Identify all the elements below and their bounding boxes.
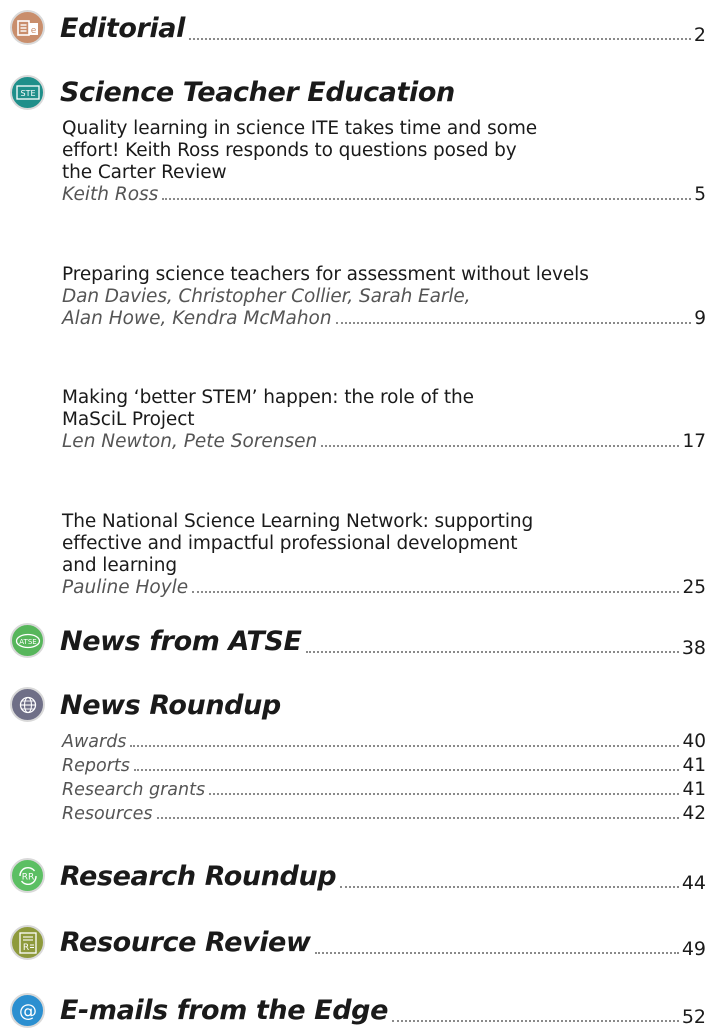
article-title-line: effective and impactful professional dev… [62, 533, 518, 554]
article-author: Len Newton, Pete Sorensen [62, 431, 318, 452]
research-roundup-icon: RR [10, 858, 45, 893]
section-title-editorial: Editorial [60, 13, 185, 44]
article-author: Keith Ross [62, 184, 159, 205]
news-item-label: Resources [62, 804, 153, 824]
article-title-line: effort! Keith Ross responds to questions… [62, 140, 517, 161]
article-title-line: MaSciL Project [62, 409, 195, 430]
dot-leader [335, 322, 692, 324]
news-item-reports[interactable]: Reports 41 [62, 755, 706, 777]
dot-leader [192, 591, 680, 593]
article-1-author-row[interactable]: Keith Ross 5 [62, 184, 706, 206]
at-icon-label: @ [19, 1001, 37, 1022]
dot-leader [133, 769, 680, 771]
page-number: 5 [694, 184, 706, 205]
atse-icon: ATSE [10, 623, 45, 658]
at-sign-icon: @ [10, 993, 45, 1028]
page-number: 38 [681, 637, 706, 659]
dot-leader [305, 651, 679, 653]
dot-leader [188, 38, 691, 40]
page-number: 41 [682, 755, 706, 776]
article-title-line: the Carter Review [62, 162, 227, 183]
article-title-line: Making ‘better STEM’ happen: the role of… [62, 387, 474, 408]
dot-leader [321, 445, 680, 447]
page-number: 49 [681, 938, 706, 960]
news-item-research-grants[interactable]: Research grants 41 [62, 779, 706, 801]
news-item-label: Awards [62, 732, 127, 752]
page-number: 40 [682, 731, 706, 752]
dot-leader [340, 886, 679, 888]
section-title-atse: News from ATSE [60, 626, 302, 657]
section-title-research: Research Roundup [60, 861, 337, 892]
ste-icon: STE [10, 75, 45, 110]
page-number: 25 [682, 577, 706, 598]
article-author: Dan Davies, Christopher Collier, Sarah E… [62, 286, 471, 307]
page-number: 17 [682, 431, 706, 452]
article-4[interactable]: The National Science Learning Network: s… [62, 511, 702, 577]
toc-entry-emails[interactable]: E-mails from the Edge 52 [60, 994, 706, 1028]
dot-leader [209, 793, 680, 795]
news-item-awards[interactable]: Awards 40 [62, 731, 706, 753]
article-4-author-row[interactable]: Pauline Hoyle 25 [62, 577, 706, 599]
toc-entry-atse[interactable]: News from ATSE 38 [60, 625, 706, 659]
globe-icon [10, 687, 45, 722]
toc-entry-resource-review[interactable]: Resource Review 49 [60, 926, 706, 960]
article-title-line: The National Science Learning Network: s… [62, 511, 534, 532]
dot-leader [162, 198, 692, 200]
section-title-review: Resource Review [60, 927, 311, 958]
page-number: 41 [682, 779, 706, 800]
article-author: Alan Howe, Kendra McMahon [62, 308, 332, 329]
dot-leader [130, 745, 680, 747]
article-author: Pauline Hoyle [62, 577, 189, 598]
page-number: 9 [694, 308, 706, 329]
article-3[interactable]: Making ‘better STEM’ happen: the role of… [62, 387, 702, 431]
section-title-ste[interactable]: Science Teacher Education [60, 77, 455, 108]
article-2[interactable]: Preparing science teachers for assessmen… [62, 264, 702, 308]
ste-icon-label: STE [20, 89, 35, 98]
page-number: 42 [682, 803, 706, 824]
article-1[interactable]: Quality learning in science ITE takes ti… [62, 118, 702, 184]
dot-leader [391, 1020, 679, 1022]
resource-review-icon: R [10, 925, 45, 960]
article-title-line: Preparing science teachers for assessmen… [62, 264, 589, 285]
article-3-author-row[interactable]: Len Newton, Pete Sorensen 17 [62, 431, 706, 453]
toc-entry-research-roundup[interactable]: Research Roundup 44 [60, 860, 706, 894]
news-item-label: Reports [62, 756, 130, 776]
dot-leader [156, 817, 680, 819]
toc-entry-editorial[interactable]: Editorial 2 [60, 12, 706, 46]
section-title-news[interactable]: News Roundup [60, 690, 281, 721]
editorial-icon: e [10, 10, 45, 45]
article-title-line: and learning [62, 555, 177, 576]
rr-icon-label: RR [21, 872, 34, 882]
dot-leader [314, 952, 679, 954]
article-title-line: Quality learning in science ITE takes ti… [62, 118, 538, 139]
page-number: 52 [681, 1006, 706, 1028]
svg-text:e: e [30, 26, 36, 36]
article-2-author-row[interactable]: Alan Howe, Kendra McMahon 9 [62, 308, 706, 330]
page-number: 44 [681, 872, 706, 894]
news-item-label: Research grants [62, 780, 206, 800]
atse-icon-label: ATSE [19, 638, 36, 646]
section-title-emails: E-mails from the Edge [60, 995, 388, 1026]
news-item-resources[interactable]: Resources 42 [62, 803, 706, 825]
rv-icon-label: R [22, 943, 28, 953]
page-number: 2 [693, 24, 706, 46]
